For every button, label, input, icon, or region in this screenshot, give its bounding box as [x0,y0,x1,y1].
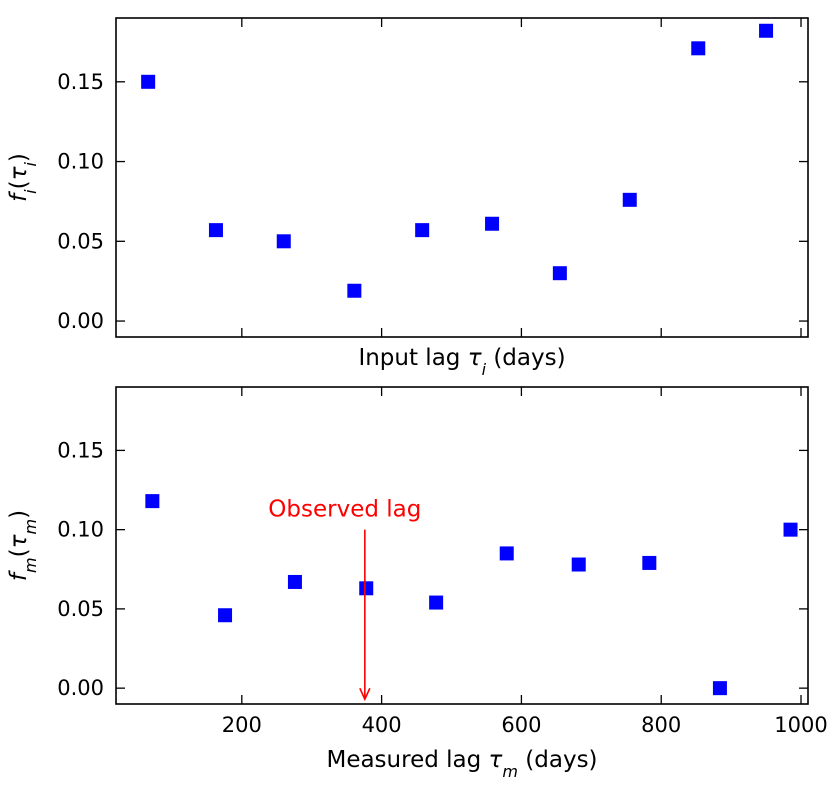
y-tick-label: 0.10 [57,150,104,174]
y-tick-label: 0.00 [57,676,104,700]
data-point [499,546,514,561]
y-axis-label-var: τ [6,534,32,548]
data-point [622,192,637,207]
x-axis-label: Input lag τi (days) [358,345,565,379]
y-axis-label-var-sub: m [21,519,40,535]
data-point [485,216,500,231]
y-tick-label: 0.15 [57,438,104,462]
y-tick-label: 0.10 [57,518,104,542]
y-axis-label: fm(τm) [6,510,40,581]
axes-frame [115,17,809,338]
data-point [691,41,706,56]
x-tick-label: 600 [501,713,541,737]
axes-frame [115,386,809,705]
y-axis-label-open: ( [6,548,32,557]
data-point [759,23,774,38]
x-axis-label-sub: m [502,762,518,781]
x-tick-label: 800 [641,713,681,737]
y-axis-label-var: τ [6,166,32,180]
y-axis-label-close: ) [6,153,32,162]
y-axis-label-sub: i [21,189,40,194]
data-point [276,234,291,249]
x-axis-label-main: Measured lag [326,747,488,773]
data-point [208,223,223,238]
y-axis-label-open: ( [6,180,32,189]
data-point [642,555,657,570]
y-axis-label-var-sub: i [21,162,40,167]
x-tick-label: 400 [362,713,402,737]
observed-lag-arrowhead [359,687,371,702]
x-axis-label-tail: (days) [486,345,566,371]
x-axis-label-sub: i [482,360,487,379]
data-point [347,283,362,298]
x-axis-label: Measured lag τm (days) [326,747,597,781]
y-tick-label: 0.05 [57,597,104,621]
y-axis-label-f: f [6,191,32,202]
data-point [415,223,430,238]
data-point [552,266,567,281]
x-axis-label-tail: (days) [518,747,598,773]
data-point [141,74,156,89]
y-axis-label-close: ) [6,510,32,519]
data-point [145,494,160,509]
x-tick-label: 1000 [774,713,827,737]
observed-lag-label: Observed lag [268,497,421,523]
x-axis-label-var: τ [489,747,503,773]
data-point [218,608,233,623]
x-tick-label: 200 [222,713,262,737]
x-axis-label-var: τ [468,345,482,371]
y-axis-label: fi(τi) [6,153,40,202]
data-point [359,581,374,596]
y-tick-label: 0.15 [57,70,104,94]
y-tick-label: 0.00 [57,309,104,333]
data-point [287,574,302,589]
y-axis-label-sub: m [21,557,40,573]
data-point [783,522,798,537]
data-point [429,595,444,610]
data-point [712,681,727,696]
x-axis-label-main: Input lag [358,345,467,371]
y-axis-label-f: f [6,570,32,581]
data-point [571,557,586,572]
measured-lag-panel: 200 400 600 800 1000 0.00 0.05 0.10 0.15 Measured… [6,386,828,781]
y-tick-label: 0.05 [57,229,104,253]
